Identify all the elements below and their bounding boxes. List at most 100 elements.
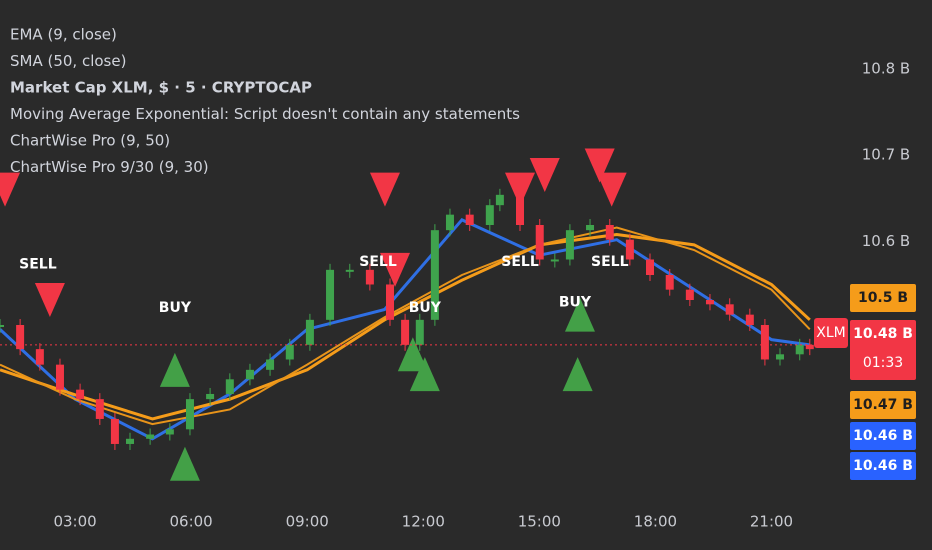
candle	[465, 214, 474, 225]
price-badge-label: 10.46 B	[853, 428, 913, 444]
x-tick-label: 15:00	[518, 513, 561, 531]
legend-entry: SMA (50, close)	[10, 52, 126, 70]
signal-label: SELL	[359, 254, 397, 270]
candle	[760, 325, 769, 360]
price-badge	[850, 422, 916, 450]
candle	[745, 314, 754, 325]
price-axis: 03:00 06:00 09:00 12:00 15:00 18:00 21:00 10.8 …	[53, 59, 916, 531]
candle	[0, 325, 4, 327]
plot-area: SELL BUY SELL BUY SELL BUY SELL	[0, 148, 845, 481]
candle	[776, 354, 784, 360]
candle	[126, 438, 134, 444]
ma-line	[0, 217, 810, 441]
candle	[206, 393, 215, 400]
legend: EMA (9, close) SMA (50, close) Market Cap …	[10, 26, 520, 177]
candle	[805, 344, 814, 350]
candle	[565, 230, 574, 260]
candle	[415, 319, 424, 345]
signal-label: SELL	[19, 257, 57, 273]
x-tick-label: 06:00	[170, 513, 213, 531]
price-badge-label: 10.46 B	[853, 458, 913, 474]
x-tick-label: 21:00	[750, 513, 793, 531]
candle	[586, 225, 595, 231]
signal-label: SELL	[591, 254, 629, 270]
candle	[225, 379, 234, 394]
sell-marker	[369, 172, 400, 207]
candle	[795, 344, 804, 355]
candle	[345, 269, 354, 272]
candle	[495, 194, 504, 206]
candle	[665, 275, 674, 290]
buy-marker	[564, 297, 595, 332]
candle	[165, 429, 174, 435]
candle	[110, 418, 119, 444]
candle	[146, 434, 155, 439]
candle	[516, 194, 524, 225]
legend-entry: ChartWise Pro 9/30 (9, 30)	[10, 158, 209, 176]
x-tick-label: 12:00	[402, 513, 445, 531]
candle	[685, 289, 694, 300]
candle	[401, 319, 410, 345]
sell-marker	[0, 172, 21, 207]
candle	[285, 344, 294, 360]
x-tick-label: 03:00	[53, 513, 96, 531]
price-badge-label: 10.47 B	[853, 397, 913, 413]
candle	[245, 369, 254, 380]
candle	[625, 239, 634, 260]
candle	[95, 399, 104, 419]
buy-marker	[169, 446, 200, 481]
buy-marker	[409, 357, 440, 392]
sell-marker	[380, 252, 411, 287]
legend-entry: ChartWise Pro (9, 50)	[10, 132, 170, 150]
price-badge	[850, 452, 916, 480]
y-tick-label: 10.6 B	[862, 232, 910, 250]
candle	[430, 230, 439, 320]
candle	[76, 389, 85, 400]
legend-entry: EMA (9, close)	[10, 26, 117, 44]
sell-marker	[34, 283, 65, 317]
ma-line	[0, 226, 811, 426]
candle	[365, 269, 374, 285]
signal-label: BUY	[159, 300, 192, 316]
buy-marker	[397, 337, 428, 372]
candle	[646, 259, 654, 275]
legend-entry: Moving Average Exponential: Script doesn…	[10, 105, 520, 123]
buy-marker	[562, 357, 593, 392]
countdown: 01:33	[863, 355, 903, 371]
candle	[550, 259, 559, 262]
candle	[35, 349, 44, 365]
signal-label: BUY	[559, 295, 592, 311]
candle	[185, 399, 194, 430]
sell-marker	[596, 172, 627, 207]
sell-marker	[505, 172, 535, 207]
y-tick-label: 10.7 B	[862, 146, 910, 164]
candle	[605, 225, 614, 240]
x-tick-label: 18:00	[634, 513, 677, 531]
price-badge	[850, 284, 916, 312]
price-badge	[850, 320, 916, 380]
signal-label: SELL	[501, 254, 539, 270]
signal-label: BUY	[409, 300, 442, 316]
candle	[485, 205, 494, 225]
symbol-tag-label: XLM	[816, 325, 845, 341]
candle	[266, 359, 275, 370]
candle	[535, 225, 544, 260]
buy-marker	[159, 352, 190, 387]
candle	[725, 304, 734, 315]
price-badge-label: 10.5 B	[858, 290, 908, 306]
candle	[16, 325, 25, 350]
sell-marker	[584, 148, 615, 183]
legend-entry: Market Cap XLM, $ · 5 · CRYPTOCAP	[10, 79, 312, 97]
candle	[386, 284, 394, 320]
candle	[326, 269, 335, 320]
x-tick-label: 09:00	[286, 513, 329, 531]
sell-marker	[529, 158, 560, 192]
candle	[55, 364, 64, 390]
candle	[445, 214, 454, 231]
candle	[305, 319, 314, 345]
price-badge	[850, 391, 916, 419]
symbol-tag	[814, 318, 848, 348]
ma-line	[0, 232, 811, 421]
